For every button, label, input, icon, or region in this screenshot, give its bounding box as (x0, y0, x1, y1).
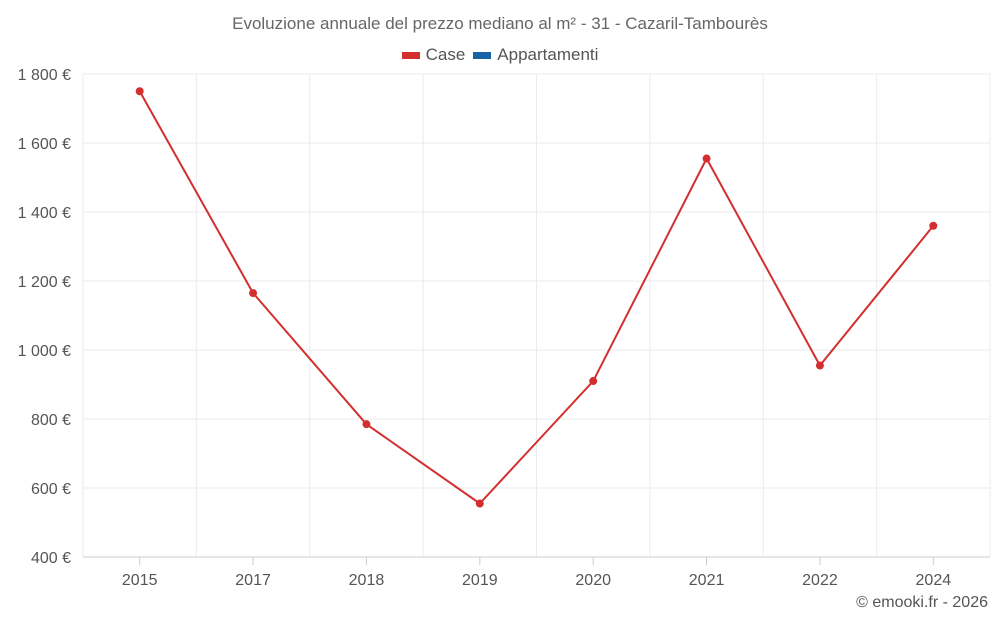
x-tick-label: 2020 (575, 572, 611, 589)
legend-label-case: Case (425, 45, 466, 64)
data-point-case (362, 420, 371, 429)
data-point-case (135, 87, 144, 96)
y-tick-label: 1 400 € (18, 205, 71, 222)
y-tick-label: 1 000 € (18, 343, 71, 360)
data-point-case (475, 499, 484, 508)
data-point-case (929, 221, 938, 230)
legend-label-appartamenti: Appartamenti (497, 45, 599, 64)
y-tick-label: 800 € (31, 412, 71, 429)
chart-title: Evoluzione annuale del prezzo mediano al… (232, 14, 768, 33)
legend-swatch-case (401, 51, 420, 59)
y-tick-label: 600 € (31, 481, 71, 498)
legend-item-case[interactable]: Case (401, 45, 466, 65)
data-point-case (702, 154, 711, 163)
data-point-case (249, 289, 258, 298)
x-tick-label: 2018 (349, 572, 385, 589)
legend-item-appartamenti[interactable]: Appartamenti (473, 45, 598, 65)
data-point-case (589, 377, 598, 386)
y-tick-label: 1 600 € (18, 136, 71, 153)
legend: Case Appartamenti (0, 45, 1000, 65)
x-tick-label: 2022 (802, 572, 838, 589)
series-line-case (138, 90, 935, 505)
y-tick-label: 1 200 € (18, 274, 71, 291)
x-tick-label: 2019 (462, 572, 498, 589)
x-tick-label: 2015 (122, 572, 158, 589)
data-point-case (815, 361, 824, 370)
x-tick-label: 2021 (689, 572, 725, 589)
x-tick-label: 2024 (916, 572, 952, 589)
legend-swatch-appartamenti (473, 51, 492, 59)
y-tick-label: 400 € (31, 550, 71, 567)
x-tick-label: 2017 (235, 572, 271, 589)
y-tick-label: 1 800 € (18, 67, 71, 84)
copyright-text: © emooki.fr - 2026 (856, 594, 988, 611)
